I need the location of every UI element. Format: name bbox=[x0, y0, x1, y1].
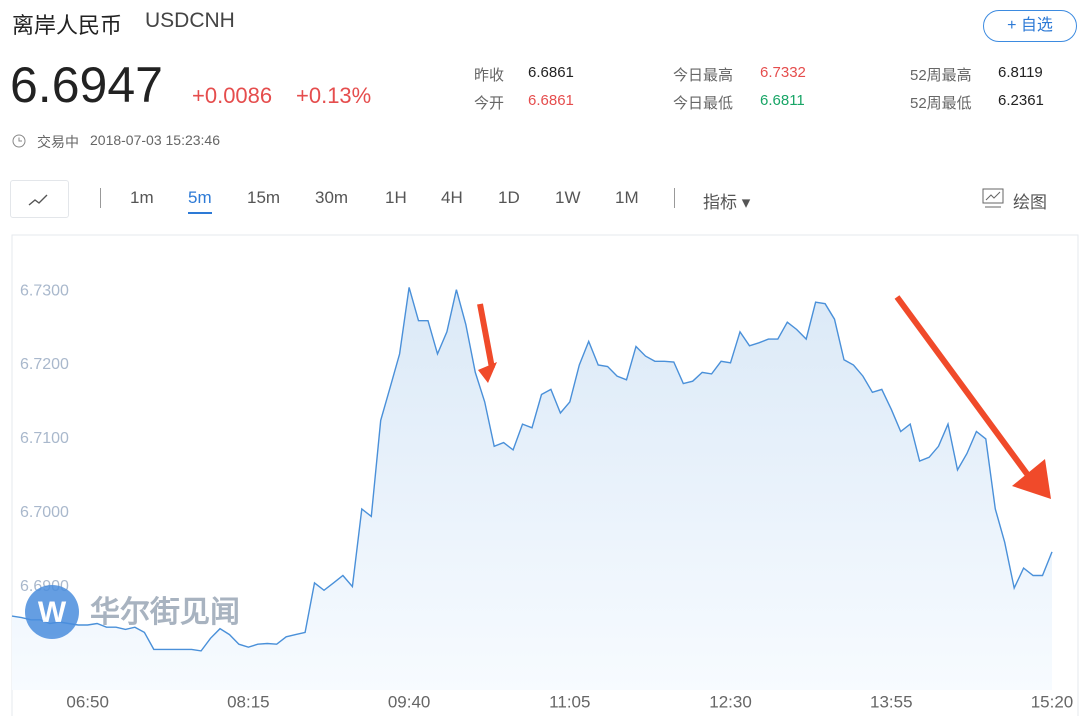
period-tab[interactable]: 30m bbox=[315, 188, 349, 207]
draw-button[interactable]: 绘图 bbox=[1013, 193, 1047, 212]
stat-label: 52周最高 bbox=[910, 67, 972, 84]
divider bbox=[674, 188, 675, 208]
x-tick-label: 15:20 bbox=[1031, 692, 1074, 711]
stat-value: 6.6861 bbox=[528, 64, 574, 81]
x-tick-label: 09:40 bbox=[388, 692, 431, 711]
stat-value: 6.2361 bbox=[998, 92, 1044, 109]
area bbox=[12, 287, 1052, 690]
watchlist-button[interactable]: + 自选 bbox=[983, 10, 1077, 42]
change-pct: +0.13% bbox=[296, 83, 372, 108]
period-tab[interactable]: 1m bbox=[130, 188, 154, 207]
indicator-label: 指标 bbox=[703, 193, 737, 212]
watermark-text: 华尔街见闻 bbox=[90, 596, 240, 629]
draw-icon bbox=[982, 188, 1004, 208]
period-tab[interactable]: 1M bbox=[615, 188, 639, 207]
symbol: USDCNH bbox=[145, 9, 235, 32]
chart-frame bbox=[11, 234, 1079, 716]
x-tick-label: 08:15 bbox=[227, 692, 270, 711]
annotation-arrows bbox=[477, 295, 1051, 499]
x-tick-label: 12:30 bbox=[709, 692, 752, 711]
x-tick-label: 11:05 bbox=[549, 692, 590, 711]
datetime: 2018-07-03 15:23:46 bbox=[90, 132, 220, 148]
stat-value: 6.7332 bbox=[760, 64, 806, 81]
stat-value: 6.8119 bbox=[998, 64, 1043, 81]
y-tick-label: 6.7300 bbox=[20, 282, 69, 299]
watermark: W 华尔街见闻 bbox=[25, 585, 240, 639]
watermark-logo: W bbox=[38, 596, 67, 629]
stat-label: 今日最低 bbox=[673, 95, 734, 112]
period-tab[interactable]: 4H bbox=[441, 188, 463, 207]
clock-icon bbox=[12, 134, 26, 148]
y-tick-label: 6.7100 bbox=[20, 430, 69, 447]
change: +0.0086 bbox=[192, 83, 273, 108]
line-icon bbox=[28, 194, 48, 206]
price-line bbox=[11, 287, 1053, 652]
period-tab[interactable]: 5m bbox=[188, 188, 212, 214]
chart-type-button[interactable] bbox=[10, 180, 69, 218]
stat-label: 今日最高 bbox=[673, 67, 734, 84]
x-tick-label: 06:50 bbox=[66, 692, 109, 711]
stat-value: 6.6811 bbox=[760, 92, 805, 109]
title: 离岸人民币 bbox=[12, 13, 123, 38]
stat-label: 今开 bbox=[474, 95, 505, 112]
y-tick-label: 6.7000 bbox=[20, 504, 69, 521]
stat-value: 6.6861 bbox=[528, 92, 574, 109]
period-tab[interactable]: 1W bbox=[555, 188, 581, 207]
status: 交易中 bbox=[37, 134, 79, 150]
divider bbox=[100, 188, 101, 208]
period-tab[interactable]: 1D bbox=[498, 188, 520, 207]
indicator-menu[interactable]: 指标 ▾ bbox=[703, 193, 751, 212]
stat-label: 52周最低 bbox=[910, 95, 972, 112]
period-tab[interactable]: 15m bbox=[247, 188, 281, 207]
price: 6.6947 bbox=[10, 57, 163, 113]
stat-label: 昨收 bbox=[474, 67, 505, 84]
x-tick-label: 13:55 bbox=[870, 692, 913, 711]
y-tick-label: 6.7200 bbox=[20, 356, 69, 373]
period-tab[interactable]: 1H bbox=[385, 188, 407, 207]
